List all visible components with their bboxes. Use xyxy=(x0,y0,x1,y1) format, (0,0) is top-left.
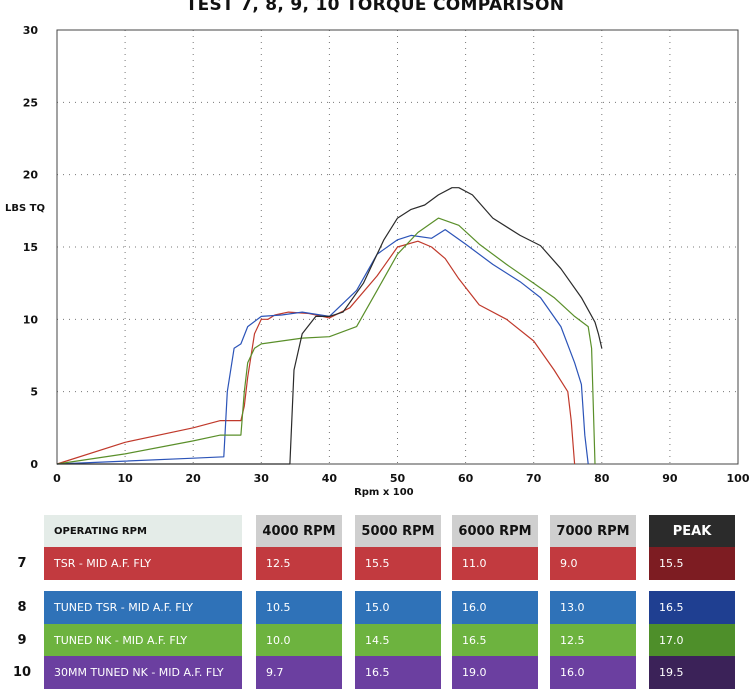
rpm-value-cell: 16.0 xyxy=(550,656,636,689)
rpm-value-cell: 15.0 xyxy=(355,591,441,624)
y-tick-label: 0 xyxy=(30,458,38,471)
row-number: 10 xyxy=(12,665,32,680)
series-line xyxy=(56,217,596,465)
y-tick-label: 20 xyxy=(23,169,39,182)
row-label: TSR - MID A.F. FLY xyxy=(44,547,242,580)
x-tick-label: 30 xyxy=(254,472,270,485)
rpm-value-cell: 16.5 xyxy=(355,656,441,689)
rpm-value-cell: 10.0 xyxy=(256,624,342,657)
rpm-value-cell: 14.5 xyxy=(355,624,441,657)
rpm-value-cell: 11.0 xyxy=(452,547,538,580)
series-line xyxy=(57,187,603,465)
rpm-value-cell: 9.0 xyxy=(550,547,636,580)
row-number: 9 xyxy=(17,633,27,648)
peak-value-cell: 19.5 xyxy=(649,656,735,689)
series-lines xyxy=(56,187,603,465)
series-line xyxy=(56,229,589,465)
y-axis-label: LBS TQ xyxy=(5,203,45,214)
x-axis-label: Rpm x 100 xyxy=(354,487,414,498)
row-number: 8 xyxy=(17,600,27,615)
y-tick-label: 10 xyxy=(23,313,39,326)
x-tick-label: 50 xyxy=(390,472,406,485)
grid xyxy=(57,30,738,464)
plot-frame xyxy=(56,29,739,465)
rpm-value-cell: 12.5 xyxy=(256,547,342,580)
y-tick-label: 25 xyxy=(23,96,38,109)
rpm-value-cell: 10.5 xyxy=(256,591,342,624)
peak-value-cell: 17.0 xyxy=(649,624,735,657)
x-tick-label: 90 xyxy=(662,472,678,485)
chart-title: TEST 7, 8, 9, 10 TORQUE COMPARISON xyxy=(185,0,565,15)
rpm-value-cell: 15.5 xyxy=(355,547,441,580)
x-tick-label: 10 xyxy=(117,472,133,485)
row-label: 30MM TUNED NK - MID A.F. FLY xyxy=(44,656,242,689)
x-tick-label: 80 xyxy=(594,472,610,485)
y-tick-label: 5 xyxy=(30,386,38,399)
rpm-value-cell: 9.7 xyxy=(256,656,342,689)
tick-labels: 0 10 20 30 40 50 60 70 80 90 100 0 5 10 15 20 25 30 xyxy=(23,24,750,485)
x-tick-label: 60 xyxy=(458,472,474,485)
rpm-value-cell: 13.0 xyxy=(550,591,636,624)
row-label: TUNED NK - MID A.F. FLY xyxy=(44,624,242,657)
series-line xyxy=(56,240,576,465)
table-header-operating-rpm: OPERATING RPM xyxy=(44,515,242,548)
y-tick-label: 15 xyxy=(23,241,38,254)
table-header-6000: 6000 RPM xyxy=(452,515,538,548)
rpm-value-cell: 12.5 xyxy=(550,624,636,657)
table-header-7000: 7000 RPM xyxy=(550,515,636,548)
peak-value-cell: 16.5 xyxy=(649,591,735,624)
row-number: 7 xyxy=(17,556,27,571)
table-header-peak: PEAK xyxy=(649,515,735,548)
table-header-5000: 5000 RPM xyxy=(355,515,441,548)
x-tick-label: 0 xyxy=(53,472,61,485)
x-tick-label: 100 xyxy=(727,472,750,485)
x-tick-label: 20 xyxy=(186,472,202,485)
torque-chart: 0 10 20 30 40 50 60 70 80 90 100 0 5 10 15 20 25 30 Rpm x… xyxy=(5,24,750,498)
rpm-value-cell: 16.0 xyxy=(452,591,538,624)
y-tick-label: 30 xyxy=(23,24,39,37)
row-label: TUNED TSR - MID A.F. FLY xyxy=(44,591,242,624)
rpm-value-cell: 19.0 xyxy=(452,656,538,689)
x-tick-label: 70 xyxy=(526,472,542,485)
x-tick-label: 40 xyxy=(322,472,338,485)
table-header-4000: 4000 RPM xyxy=(256,515,342,548)
rpm-value-cell: 16.5 xyxy=(452,624,538,657)
peak-value-cell: 15.5 xyxy=(649,547,735,580)
